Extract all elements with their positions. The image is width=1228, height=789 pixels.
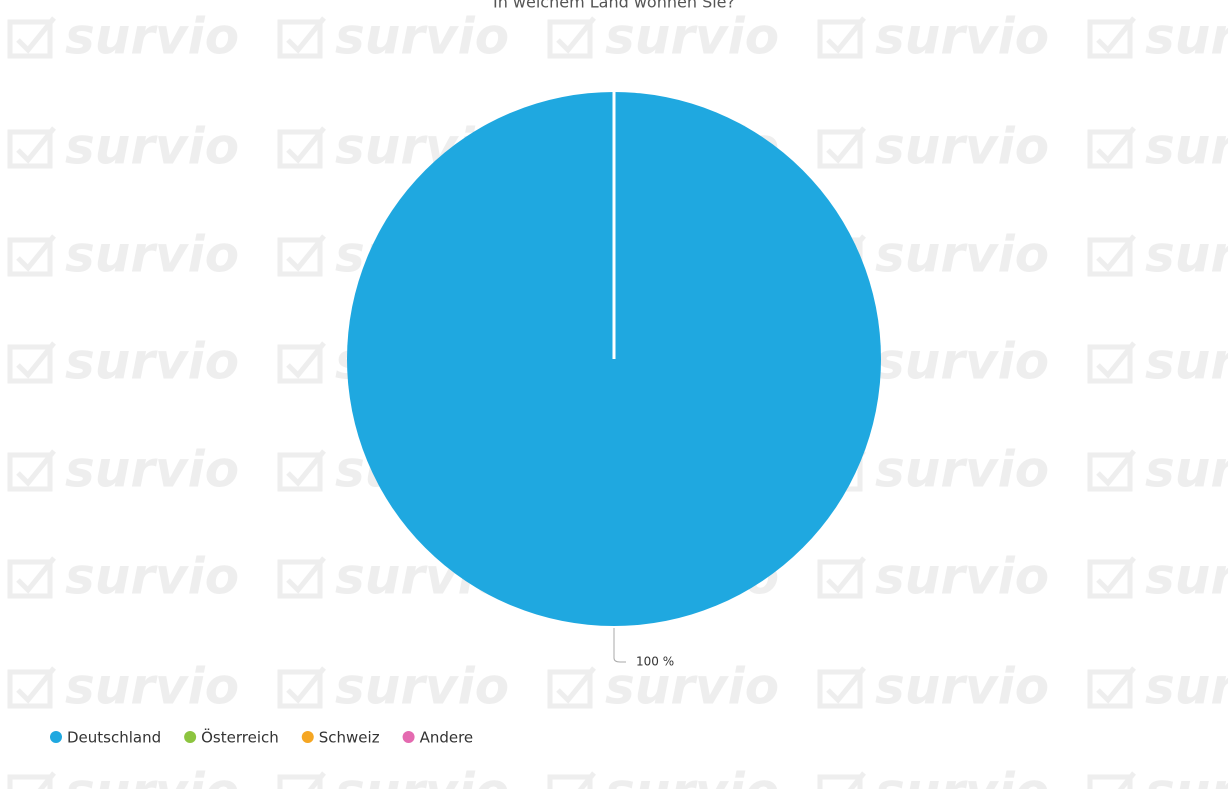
watermark-check — [7, 234, 56, 277]
watermark-check — [547, 666, 596, 709]
legend-marker — [402, 731, 415, 743]
watermark: survio — [1145, 441, 1228, 499]
watermark: survio — [1145, 333, 1228, 391]
watermark-check — [1087, 771, 1136, 789]
legend-label: Deutschland — [67, 729, 161, 747]
watermark: survio — [875, 226, 1049, 284]
watermark-check — [7, 556, 56, 599]
watermark-check — [7, 666, 56, 709]
watermark: survio — [875, 8, 1049, 66]
watermark: survio — [65, 658, 239, 716]
watermark-check — [277, 126, 326, 169]
watermark: survio — [1145, 118, 1228, 176]
watermark: survio — [335, 763, 509, 789]
watermark-check — [817, 16, 866, 59]
watermark: survio — [65, 333, 239, 391]
watermark: survio — [65, 763, 239, 789]
watermark: survio — [65, 118, 239, 176]
data-label: 100 % — [636, 655, 674, 669]
watermark-check — [1087, 234, 1136, 277]
watermark-check — [1087, 666, 1136, 709]
watermark-check — [277, 234, 326, 277]
watermark-check — [277, 556, 326, 599]
watermark: survio — [65, 226, 239, 284]
watermark-check — [277, 16, 326, 59]
pie: 100 % — [347, 92, 881, 669]
legend-marker — [301, 731, 314, 743]
watermark: survio — [1145, 763, 1228, 789]
watermark-check — [1087, 126, 1136, 169]
watermark: survio — [605, 658, 779, 716]
watermark: survio — [875, 763, 1049, 789]
legend-marker — [50, 731, 62, 743]
watermark-check — [547, 771, 596, 789]
watermark: survio — [875, 118, 1049, 176]
watermark-check — [817, 771, 866, 789]
watermark: survio — [875, 333, 1049, 391]
chart-title: In welchem Land wohnen Sie? — [493, 0, 735, 12]
watermark-check — [7, 449, 56, 492]
watermark-check — [1087, 556, 1136, 599]
watermark: survio — [1145, 658, 1228, 716]
watermark: survio — [875, 441, 1049, 499]
watermark: survio — [875, 658, 1049, 716]
watermark: survio — [1145, 8, 1228, 66]
watermark: survio — [605, 763, 779, 789]
watermark-check — [7, 16, 56, 59]
watermark-check — [277, 341, 326, 384]
watermark-check — [7, 126, 56, 169]
watermark: survio — [1145, 226, 1228, 284]
watermark: survio — [605, 8, 779, 66]
watermark: survio — [65, 8, 239, 66]
watermark: survio — [335, 658, 509, 716]
watermark-check — [1087, 449, 1136, 492]
watermark-check — [277, 449, 326, 492]
watermark-check — [817, 666, 866, 709]
watermark-check — [277, 771, 326, 789]
legend-label: Andere — [420, 729, 474, 747]
watermark-check — [547, 16, 596, 59]
watermark: survio — [1145, 548, 1228, 606]
legend: Deutschland Österreich Schweiz Andere — [50, 728, 473, 747]
watermark-check — [1087, 341, 1136, 384]
watermark-check — [7, 341, 56, 384]
watermark-check — [817, 556, 866, 599]
watermark: survio — [335, 8, 509, 66]
legend-marker — [184, 731, 197, 743]
legend-label: Österreich — [201, 728, 279, 747]
watermark-check — [7, 771, 56, 789]
watermark-check — [277, 666, 326, 709]
watermark: survio — [65, 441, 239, 499]
watermark: survio — [65, 548, 239, 606]
watermark: survio — [875, 548, 1049, 606]
legend-label: Schweiz — [319, 729, 380, 747]
leader-line — [613, 628, 626, 663]
watermark-check — [817, 126, 866, 169]
watermark-check — [1087, 16, 1136, 59]
